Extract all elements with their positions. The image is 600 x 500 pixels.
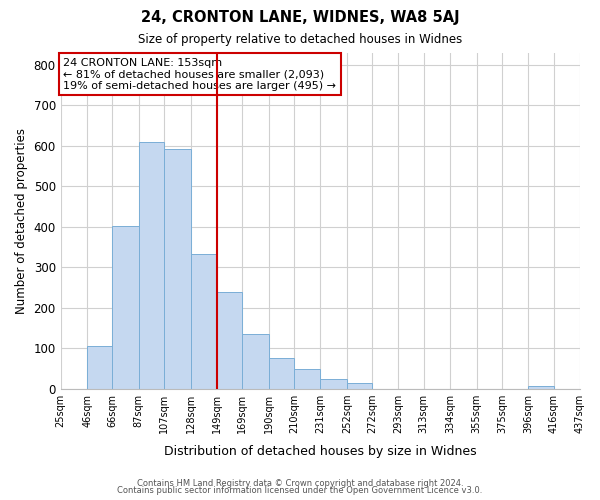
Bar [164, 149, 191, 389]
Bar [320, 379, 347, 389]
Bar [294, 369, 320, 389]
Bar [87, 346, 112, 389]
Bar [242, 334, 269, 389]
Text: Contains HM Land Registry data © Crown copyright and database right 2024.: Contains HM Land Registry data © Crown c… [137, 478, 463, 488]
Bar [191, 254, 217, 389]
Bar [139, 142, 164, 389]
Text: Contains public sector information licensed under the Open Government Licence v3: Contains public sector information licen… [118, 486, 482, 495]
X-axis label: Distribution of detached houses by size in Widnes: Distribution of detached houses by size … [164, 444, 476, 458]
Bar [347, 383, 372, 389]
Bar [112, 226, 139, 389]
Y-axis label: Number of detached properties: Number of detached properties [15, 128, 28, 314]
Text: 24, CRONTON LANE, WIDNES, WA8 5AJ: 24, CRONTON LANE, WIDNES, WA8 5AJ [140, 10, 460, 25]
Bar [529, 386, 554, 389]
Bar [269, 358, 294, 389]
Bar [217, 292, 242, 389]
Text: Size of property relative to detached houses in Widnes: Size of property relative to detached ho… [138, 32, 462, 46]
Text: 24 CRONTON LANE: 153sqm
← 81% of detached houses are smaller (2,093)
19% of semi: 24 CRONTON LANE: 153sqm ← 81% of detache… [63, 58, 336, 90]
